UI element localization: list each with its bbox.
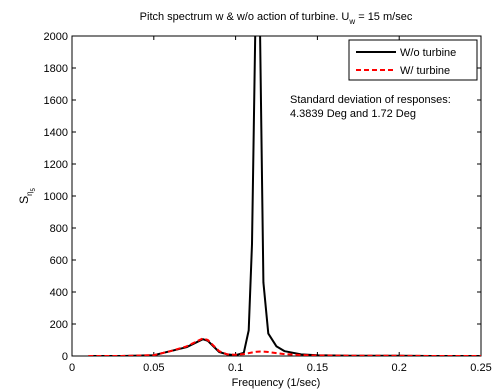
x-tick-label: 0.15 <box>307 362 328 374</box>
x-axis: 0 0.05 0.1 0.15 0.2 0.25 <box>69 36 492 374</box>
chart-title: Pitch spectrum w & w/o action of turbine… <box>140 11 413 26</box>
x-tick-label: 0 <box>69 362 75 374</box>
x-axis-label: Frequency (1/sec) <box>232 377 321 389</box>
y-tick-label: 1600 <box>44 95 68 107</box>
series-layer <box>88 36 481 356</box>
y-tick-label: 200 <box>50 319 68 331</box>
x-tick-label: 0.05 <box>143 362 164 374</box>
y-tick-label: 1400 <box>44 127 68 139</box>
series-line-w-turbine <box>88 337 481 356</box>
y-tick-label: 0 <box>62 351 68 363</box>
x-tick-label: 0.1 <box>228 362 243 374</box>
y-tick-label: 400 <box>50 287 68 299</box>
y-tick-label: 1000 <box>44 191 68 203</box>
x-tick-label: 0.25 <box>470 362 491 374</box>
y-tick-label: 2000 <box>44 31 68 43</box>
y-axis: 0 200 400 600 800 1000 1200 1400 1600 1800 2000 <box>44 31 481 363</box>
y-axis-label: Sη5 <box>17 187 37 203</box>
plot-area <box>71 35 482 357</box>
y-tick-label: 600 <box>50 255 68 267</box>
annotation-line-2: 4.3839 Deg and 1.72 Deg <box>290 108 416 120</box>
y-tick-label: 1800 <box>44 63 68 75</box>
legend-label-wo-turbine: W/o turbine <box>400 47 456 59</box>
y-tick-label: 1200 <box>44 159 68 171</box>
legend-box <box>348 39 478 81</box>
legend-label-w-turbine: W/ turbine <box>400 65 450 77</box>
y-tick-label: 800 <box>50 223 68 235</box>
x-tick-label: 0.2 <box>392 362 407 374</box>
legend: W/o turbine W/ turbine <box>348 39 478 81</box>
annotation-line-1: Standard deviation of responses: <box>290 94 451 106</box>
